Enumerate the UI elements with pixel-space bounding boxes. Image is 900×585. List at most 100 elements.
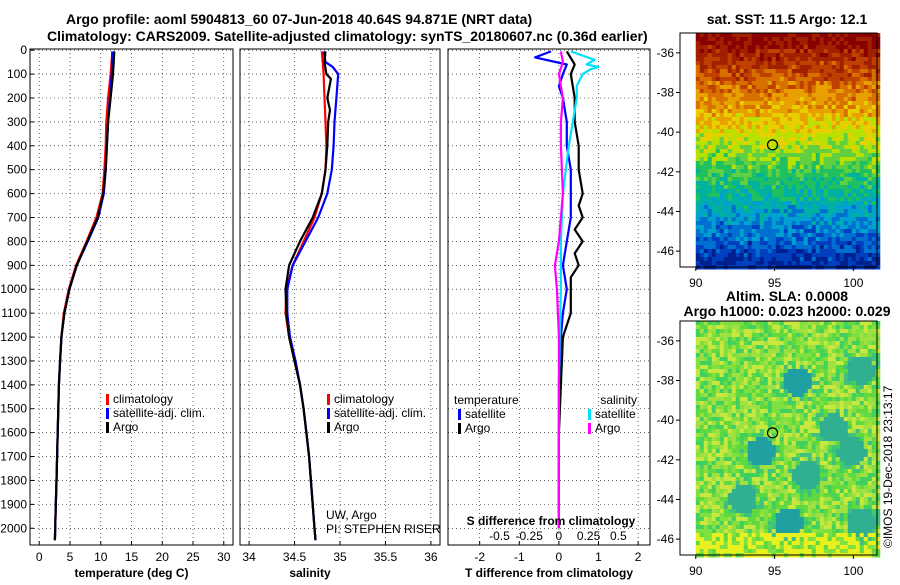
map-cell xyxy=(748,493,753,498)
map-cell xyxy=(760,389,765,394)
map-cell xyxy=(796,193,801,198)
map-cell xyxy=(720,341,725,346)
map-cell xyxy=(752,389,757,394)
map-cell xyxy=(828,489,833,494)
s-diff-tick-label: 0.25 xyxy=(577,529,601,543)
map-cell xyxy=(796,213,801,218)
legend-label: Argo xyxy=(334,420,360,434)
map-cell xyxy=(720,105,725,110)
map-cell xyxy=(844,145,849,150)
map-cell xyxy=(796,233,801,238)
map-cell xyxy=(820,113,825,118)
map-cell xyxy=(716,57,721,62)
map-cell xyxy=(792,77,797,82)
map-cell xyxy=(696,161,701,166)
map-cell xyxy=(700,421,705,426)
map-cell xyxy=(716,493,721,498)
map-cell xyxy=(772,409,777,414)
map-cell xyxy=(824,73,829,78)
map-cell xyxy=(756,245,761,250)
map-cell xyxy=(760,377,765,382)
map-cell xyxy=(764,405,769,410)
map-cell xyxy=(816,121,821,126)
map-cell xyxy=(712,53,717,58)
map-cell xyxy=(752,161,757,166)
map-cell xyxy=(772,257,777,262)
map-cell xyxy=(708,81,713,86)
map-cell xyxy=(740,137,745,142)
map-cell xyxy=(712,133,717,138)
map-cell xyxy=(776,241,781,246)
map-cell xyxy=(756,369,761,374)
map-cell xyxy=(804,225,809,230)
map-cell xyxy=(860,125,865,130)
map-cell xyxy=(856,385,861,390)
map-cell xyxy=(756,133,761,138)
map-cell xyxy=(744,133,749,138)
map-cell xyxy=(848,349,853,354)
map-cell xyxy=(820,369,825,374)
map-cell xyxy=(788,73,793,78)
map-cell xyxy=(852,141,857,146)
map-cell xyxy=(852,125,857,130)
map-cell xyxy=(728,53,733,58)
map-cell xyxy=(812,401,817,406)
map-cell xyxy=(824,233,829,238)
map-cell xyxy=(836,225,841,230)
map-cell xyxy=(796,253,801,258)
map-cell xyxy=(776,169,781,174)
map-cell xyxy=(760,117,765,122)
map-cell xyxy=(800,193,805,198)
map-cell xyxy=(764,69,769,74)
map-cell xyxy=(744,81,749,86)
map-cell xyxy=(848,117,853,122)
map-cell xyxy=(808,49,813,54)
map-cell xyxy=(764,81,769,86)
map-cell xyxy=(844,385,849,390)
map-cell xyxy=(784,445,789,450)
map-cell xyxy=(856,477,861,482)
map-cell xyxy=(864,181,869,186)
map-cell xyxy=(760,481,765,486)
map-cell xyxy=(724,69,729,74)
map-cell xyxy=(764,53,769,58)
map-cell xyxy=(724,209,729,214)
map-cell xyxy=(744,405,749,410)
map-cell xyxy=(812,133,817,138)
map-cell xyxy=(776,173,781,178)
map-cell xyxy=(764,93,769,98)
map-cell xyxy=(716,153,721,158)
map-cell xyxy=(748,45,753,50)
map-cell xyxy=(868,229,873,234)
map-cell xyxy=(828,401,833,406)
map-cell xyxy=(792,405,797,410)
map-cell xyxy=(776,357,781,362)
map-cell xyxy=(868,449,873,454)
map-cell xyxy=(820,341,825,346)
map-cell xyxy=(724,373,729,378)
map-cell xyxy=(868,141,873,146)
map-cell xyxy=(736,109,741,114)
map-cell xyxy=(848,405,853,410)
map-cell xyxy=(784,341,789,346)
map-cell xyxy=(808,445,813,450)
map-cell xyxy=(840,333,845,338)
map-cell xyxy=(852,441,857,446)
map-cell xyxy=(796,345,801,350)
map-cell xyxy=(732,365,737,370)
map-cell xyxy=(736,481,741,486)
map-cell xyxy=(792,481,797,486)
map-cell xyxy=(712,109,717,114)
map-cell xyxy=(748,177,753,182)
map-cell xyxy=(760,41,765,46)
map-cell xyxy=(780,329,785,334)
map-cell xyxy=(812,341,817,346)
map-cell xyxy=(768,205,773,210)
map-cell xyxy=(848,65,853,70)
map-cell xyxy=(700,341,705,346)
map-cell xyxy=(868,429,873,434)
map-cell xyxy=(848,229,853,234)
map-cell xyxy=(712,429,717,434)
map-cell xyxy=(700,245,705,250)
map-cell xyxy=(820,221,825,226)
